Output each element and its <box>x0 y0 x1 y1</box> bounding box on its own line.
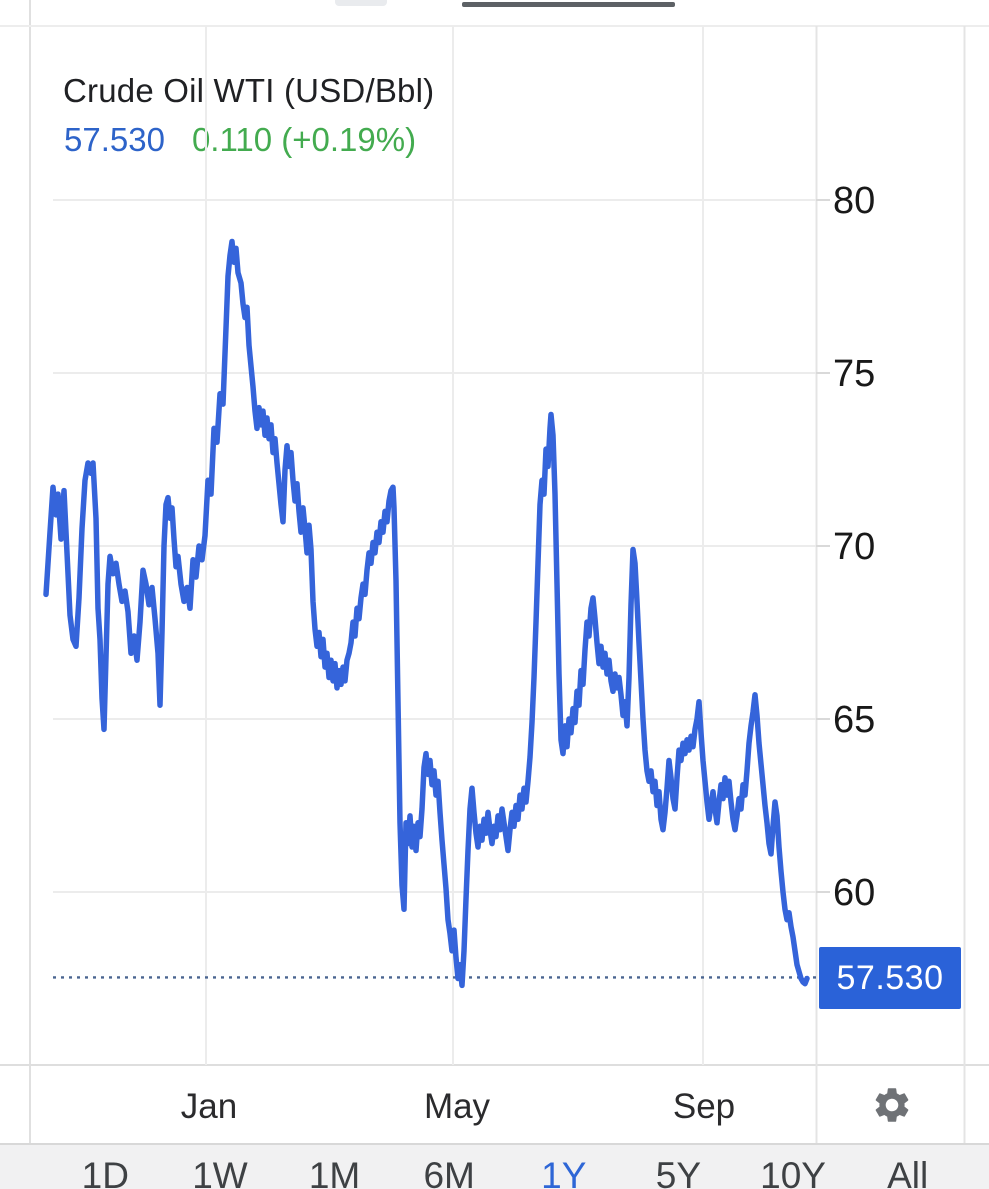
range-toolbar: 1D 1W 1M 6M 1Y 5Y 10Y All <box>0 1143 989 1189</box>
current-price-badge-value: 57.530 <box>836 958 944 997</box>
instrument-title: Crude Oil WTI (USD/Bbl) <box>63 72 435 109</box>
range-button-1y[interactable]: 1Y <box>541 1155 587 1189</box>
y-axis-label: 60 <box>833 872 875 914</box>
range-button-1w[interactable]: 1W <box>192 1155 248 1189</box>
x-axis-label: Sep <box>673 1087 735 1126</box>
y-axis-label: 80 <box>833 180 875 222</box>
active-tab-underline-icon <box>462 2 675 7</box>
price-change: 0.110 (+0.19%) <box>191 121 417 158</box>
y-axis-label: 65 <box>833 699 875 741</box>
top-nav-fragment <box>335 0 387 6</box>
quote-row: 57.530 0.110 (+0.19%) <box>64 120 416 160</box>
range-button-all[interactable]: All <box>887 1155 929 1189</box>
x-axis-label: May <box>424 1087 491 1126</box>
last-price: 57.530 <box>64 121 165 158</box>
range-button-1m[interactable]: 1M <box>308 1155 361 1189</box>
range-button-5y[interactable]: 5Y <box>655 1155 702 1189</box>
settings-gear-icon[interactable] <box>871 1084 913 1126</box>
range-button-1d[interactable]: 1D <box>81 1155 129 1189</box>
range-button-6m[interactable]: 6M <box>423 1155 475 1189</box>
y-axis-label: 75 <box>833 353 875 395</box>
current-price-badge: 57.530 <box>819 947 961 1009</box>
y-axis-label: 70 <box>833 526 875 568</box>
range-button-10y[interactable]: 10Y <box>760 1155 826 1189</box>
left-edge-divider <box>29 0 31 1143</box>
x-axis-label: Jan <box>181 1087 237 1126</box>
price-line-series <box>43 238 810 989</box>
